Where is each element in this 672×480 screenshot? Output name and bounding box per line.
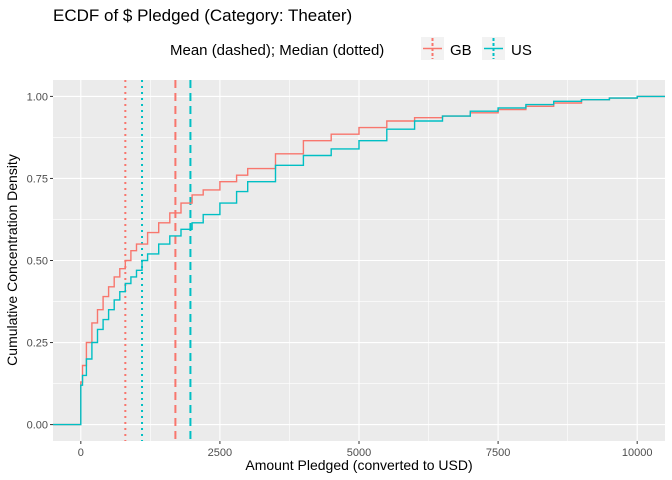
- grid-major: [53, 80, 665, 441]
- x-tick-label: 0: [78, 447, 84, 459]
- y-axis: 0.00 0.25 0.50 0.75 1.00: [27, 91, 53, 432]
- series-line-us: [53, 95, 665, 426]
- x-tick-label: 2500: [208, 447, 232, 459]
- y-tick-label: 0.25: [27, 338, 48, 350]
- legend-label-us: US: [511, 42, 532, 59]
- y-axis-title: Cumulative Concentration Density: [4, 154, 20, 366]
- x-tick-label: 10000: [622, 447, 653, 459]
- y-tick-label: 1.00: [27, 91, 48, 103]
- series-line-gb: [53, 95, 665, 426]
- y-tick-label: 0.00: [27, 420, 48, 432]
- series-lines: [53, 95, 665, 426]
- legend-title: Mean (dashed); Median (dotted): [170, 42, 384, 59]
- legend: Mean (dashed); Median (dotted) GB US: [170, 37, 532, 60]
- x-axis: 0 2500 5000 7500 10000: [78, 441, 653, 459]
- y-tick-label: 0.75: [27, 173, 48, 185]
- chart-title: ECDF of $ Pledged (Category: Theater): [53, 6, 352, 25]
- y-tick-label: 0.50: [27, 256, 48, 268]
- legend-label-gb: GB: [450, 42, 472, 59]
- x-tick-label: 5000: [347, 447, 371, 459]
- x-axis-title: Amount Pledged (converted to USD): [245, 457, 472, 473]
- x-tick-label: 7500: [486, 447, 510, 459]
